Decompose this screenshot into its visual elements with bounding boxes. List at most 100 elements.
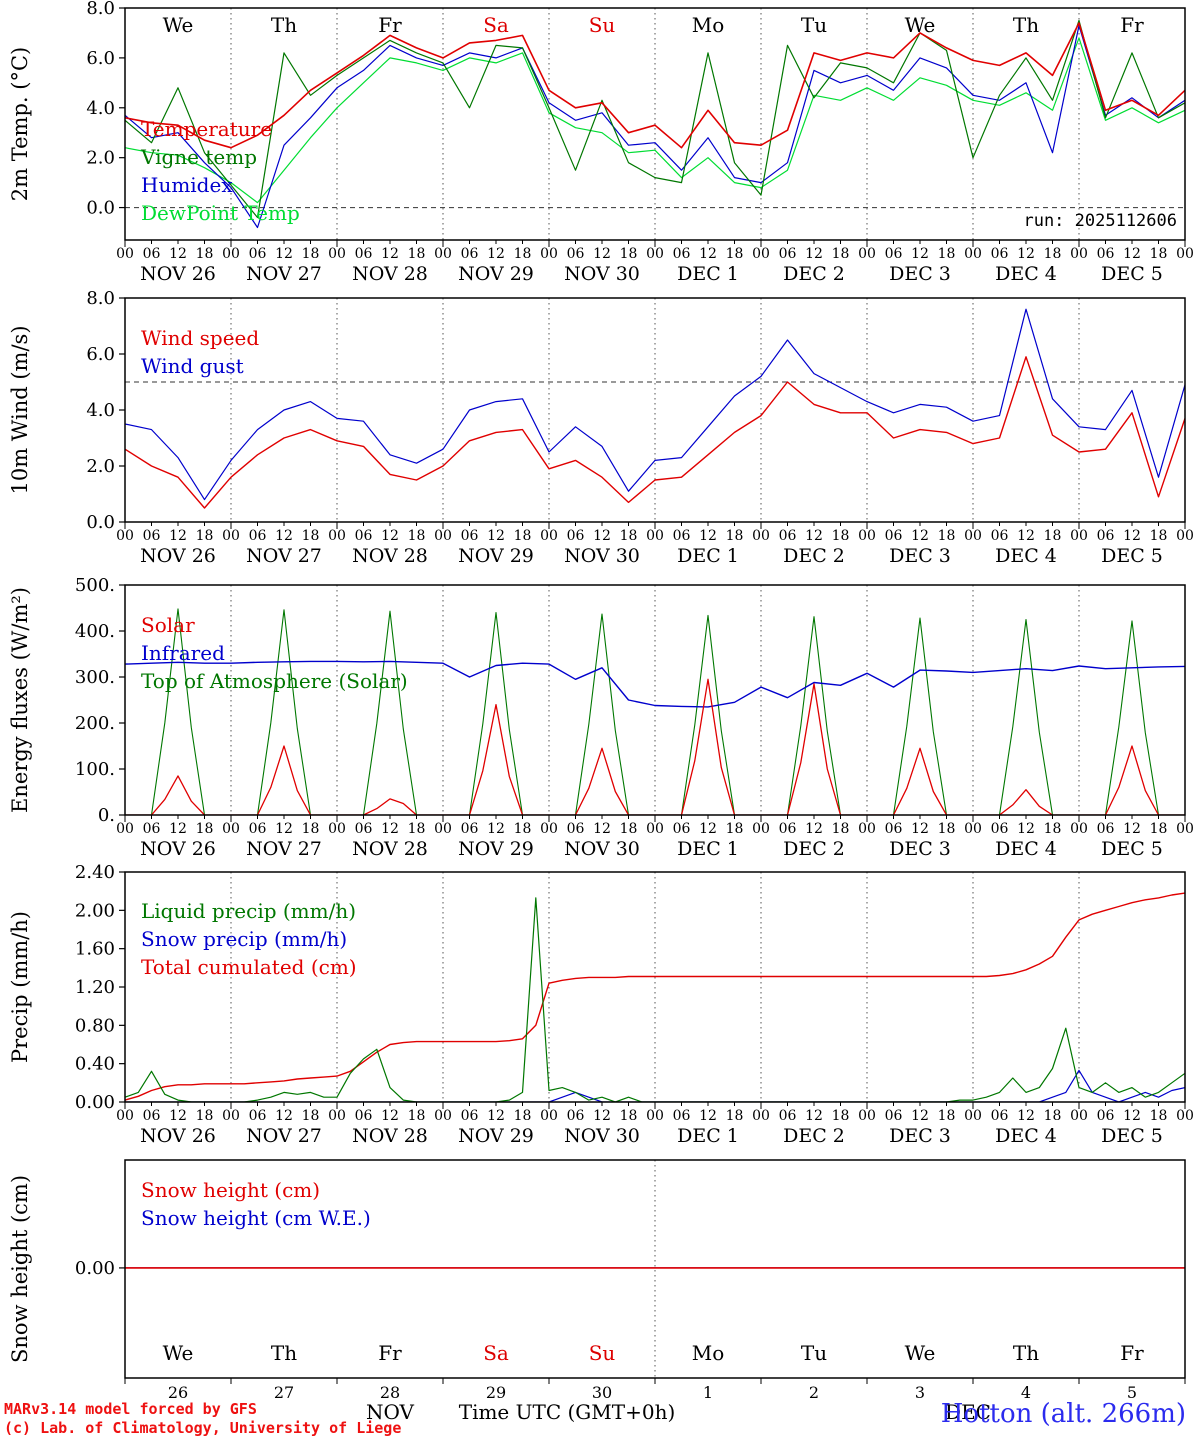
hour-tick-label: 12	[805, 246, 823, 262]
hour-tick-label: 06	[143, 528, 161, 544]
panel-snow-height: 0.00 Snow height (cm) 26 27 28 29 30 1 2 3 4 5 We Th F…	[8, 1159, 1186, 1402]
date-label: NOV 28	[352, 1125, 428, 1147]
day-name-label: We	[163, 1341, 194, 1365]
date-label: NOV 27	[246, 838, 322, 860]
date-label: NOV 30	[564, 838, 640, 860]
hour-tick-label: 12	[275, 528, 293, 544]
legend-humidex: Humidex	[141, 173, 233, 197]
y-tick-label: 0.0	[86, 512, 115, 533]
hour-tick-label: 00	[646, 821, 664, 837]
date-label: DEC 1	[677, 545, 739, 567]
legend-vigne-temp: Vigne temp	[140, 145, 257, 169]
day-name-label: We	[905, 1341, 936, 1365]
hour-tick-label: 00	[434, 821, 452, 837]
day-name-label: We	[163, 13, 194, 37]
day-name-label: Su	[589, 1341, 616, 1365]
series-vigne-temp	[125, 19, 1185, 219]
hour-tick-label: 00	[752, 246, 770, 262]
day-name-label: Tu	[801, 1341, 827, 1365]
hour-tick-label: 12	[911, 821, 929, 837]
date-label: NOV 29	[458, 1125, 534, 1147]
hour-tick-label: 12	[381, 246, 399, 262]
series-temperature	[125, 22, 1185, 149]
hour-tick-label: 00	[858, 528, 876, 544]
hour-tick-label: 12	[1123, 528, 1141, 544]
series-wind-speed	[125, 356, 1185, 509]
panel-energy-fluxes: 500. 400. 300. 200. 100. 0. Energy fluxes (W/m…	[8, 575, 1194, 860]
y-tick-label: 0.80	[75, 1015, 115, 1036]
hour-tick-label: 12	[169, 1108, 187, 1124]
day-number-label: 27	[274, 1383, 294, 1402]
hour-tick-label: 06	[249, 821, 267, 837]
hour-tick-label: 18	[832, 528, 850, 544]
y-tick-label: 8.0	[86, 288, 115, 309]
hour-tick-label: 18	[832, 1108, 850, 1124]
date-label: DEC 5	[1101, 1125, 1163, 1147]
day-name-label: Fr	[378, 1341, 402, 1365]
hour-tick-label: 00	[540, 1108, 558, 1124]
legend-total-cumulated-cm: Total cumulated (cm)	[141, 955, 357, 979]
hour-tick-label: 00	[752, 528, 770, 544]
hour-tick-label: 06	[885, 821, 903, 837]
hour-tick-label: 18	[514, 1108, 532, 1124]
hour-tick-label: 00	[434, 528, 452, 544]
hour-tick-label: 18	[938, 246, 956, 262]
y-tick-label: 0.00	[75, 1092, 115, 1113]
date-label: DEC 2	[783, 545, 845, 567]
hour-tick-label: 12	[1123, 821, 1141, 837]
hour-tick-label: 18	[408, 1108, 426, 1124]
hour-tick-label: 06	[991, 821, 1009, 837]
hour-tick-label: 00	[752, 821, 770, 837]
hour-tick-label: 18	[408, 246, 426, 262]
hour-tick-label: 00	[540, 528, 558, 544]
series-top-of-atmosphere-solar	[125, 608, 1185, 815]
series-wind-gust	[125, 308, 1185, 501]
hour-tick-label: 18	[620, 528, 638, 544]
hour-tick-label: 18	[196, 246, 214, 262]
hour-tick-label: 06	[779, 1108, 797, 1124]
y-tick-label: 100.	[75, 759, 115, 780]
hour-tick-label: 12	[1123, 246, 1141, 262]
date-label: NOV 26	[140, 1125, 216, 1147]
legend-dewpoint-temp: DewPoint Temp	[141, 201, 300, 225]
hour-tick-label: 00	[646, 528, 664, 544]
date-label: NOV 28	[352, 838, 428, 860]
hour-tick-label: 00	[116, 821, 134, 837]
hour-tick-label: 00	[964, 821, 982, 837]
panel-precip: 2.40 2.00 1.60 1.20 0.80 0.40 0.00 Precip (mm/h…	[8, 862, 1194, 1147]
hour-tick-label: 00	[1176, 246, 1194, 262]
hour-tick-label: 00	[222, 528, 240, 544]
hour-tick-label: 00	[116, 246, 134, 262]
day-name-label: Mo	[692, 1341, 725, 1365]
date-label: NOV 29	[458, 263, 534, 285]
hour-tick-label: 12	[805, 821, 823, 837]
hour-tick-label: 00	[328, 821, 346, 837]
hour-tick-label: 00	[222, 1108, 240, 1124]
series-group	[125, 892, 1185, 1102]
day-number-label: 1	[703, 1383, 713, 1402]
date-label: NOV 29	[458, 838, 534, 860]
date-label: DEC 3	[889, 545, 951, 567]
y-tick-label: 2.00	[75, 900, 115, 921]
hour-tick-label: 06	[673, 1108, 691, 1124]
legend-snow-height-cm-w-e: Snow height (cm W.E.)	[141, 1206, 371, 1230]
legend-liquid-precip-mm-h: Liquid precip (mm/h)	[141, 899, 356, 923]
date-label: NOV 26	[140, 838, 216, 860]
day-number-label: 2	[809, 1383, 819, 1402]
time-axis-label: Time UTC (GMT+0h)	[458, 1400, 676, 1424]
date-label: NOV 26	[140, 545, 216, 567]
hour-tick-label: 06	[461, 528, 479, 544]
date-label: NOV 27	[246, 263, 322, 285]
y-tick-label: 4.0	[86, 400, 115, 421]
hour-tick-label: 06	[1097, 246, 1115, 262]
date-label: DEC 5	[1101, 263, 1163, 285]
day-name-label: Fr	[1120, 13, 1144, 37]
legend-snow-precip-mm-h: Snow precip (mm/h)	[141, 927, 347, 951]
hour-tick-label: 00	[328, 528, 346, 544]
hour-tick-label: 18	[1150, 821, 1168, 837]
hour-tick-label: 18	[620, 1108, 638, 1124]
hour-tick-label: 18	[302, 1108, 320, 1124]
hour-tick-label: 00	[540, 821, 558, 837]
model-credit-line1: MARv3.14 model forced by GFS	[4, 1400, 257, 1418]
